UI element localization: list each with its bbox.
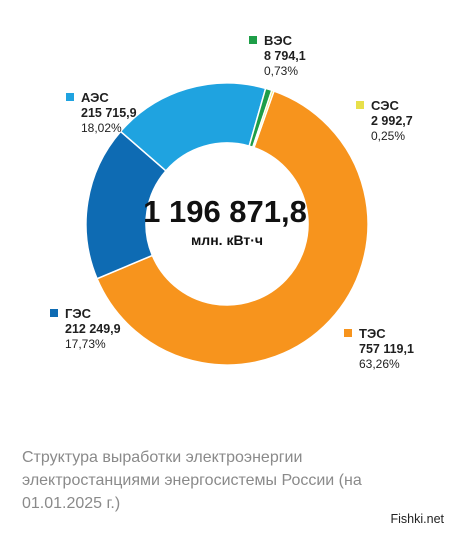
label-percent-ges: 17,73%: [65, 337, 106, 351]
label-percent-ves: 0,73%: [264, 64, 298, 78]
label-name-ges: ГЭС: [65, 306, 92, 321]
label-value-ses: 2 992,7: [371, 114, 413, 128]
donut-slice-tes: [96, 90, 369, 366]
label-value-ves: 8 794,1: [264, 49, 306, 63]
donut-slices: [85, 82, 369, 366]
chart-total: 1 196 871,8: [143, 194, 307, 229]
label-percent-ses: 0,25%: [371, 129, 405, 143]
legend-label-ges: ГЭС 212 249,9 17,73%: [50, 306, 121, 351]
legend-label-ses: СЭС 2 992,7 0,25%: [356, 98, 413, 143]
donut-chart: 1 196 871,8 млн. кВт·ч ВЭС 8 794,1 0,73%…: [50, 33, 414, 371]
label-name-tes: ТЭС: [359, 326, 386, 341]
watermark: Fishki.net: [390, 512, 445, 526]
legend-label-tes: ТЭС 757 119,1 63,26%: [344, 326, 414, 371]
label-percent-tes: 63,26%: [359, 357, 400, 371]
legend-swatch-ses: [356, 101, 364, 109]
legend-swatch-ves: [249, 36, 257, 44]
label-name-ses: СЭС: [371, 98, 399, 113]
legend-swatch-aes: [66, 93, 74, 101]
chart-unit: млн. кВт·ч: [191, 232, 263, 248]
label-value-ges: 212 249,9: [65, 322, 121, 336]
legend-swatch-tes: [344, 329, 352, 337]
legend-label-aes: АЭС 215 715,9 18,02%: [66, 90, 137, 135]
legend-label-ves: ВЭС 8 794,1 0,73%: [249, 33, 306, 78]
legend-swatch-ges: [50, 309, 58, 317]
label-value-aes: 215 715,9: [81, 106, 137, 120]
chart-caption: Структура выработки электроэнергии элект…: [22, 449, 362, 512]
donut-slice-ses: [251, 89, 275, 149]
label-name-aes: АЭС: [81, 90, 109, 105]
label-percent-aes: 18,02%: [81, 121, 122, 135]
label-value-tes: 757 119,1: [359, 342, 414, 356]
label-name-ves: ВЭС: [264, 33, 293, 48]
